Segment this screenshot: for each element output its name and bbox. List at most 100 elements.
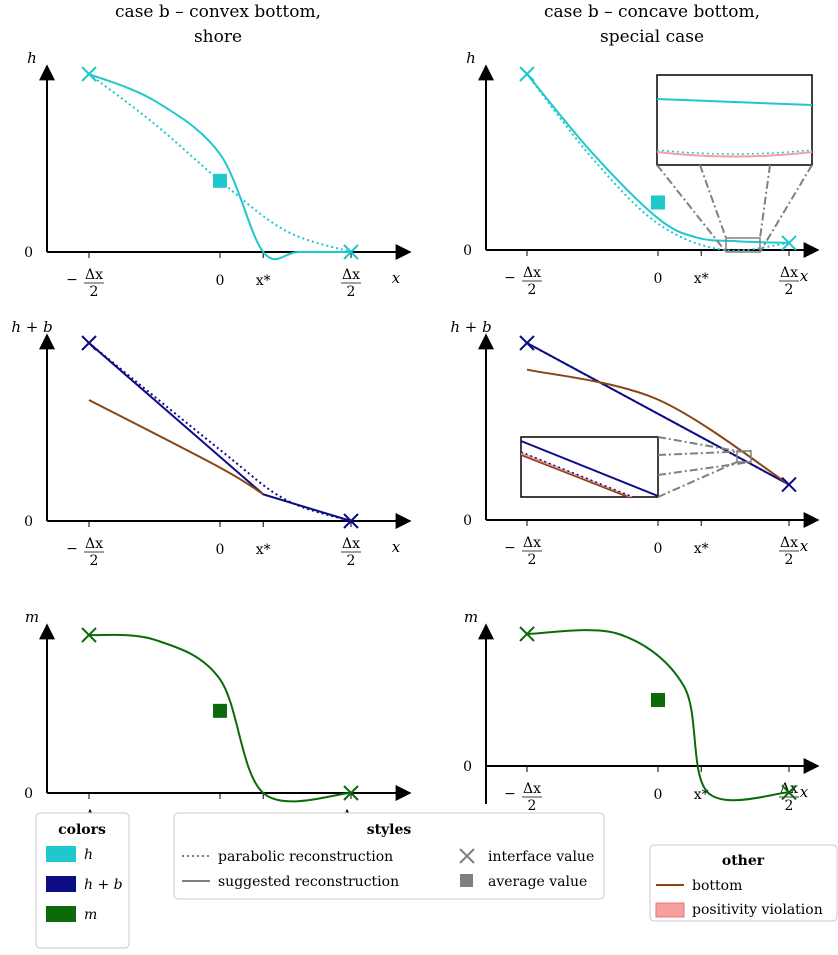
tick-frac-den: 2 <box>528 798 537 814</box>
tick-label: x* <box>694 541 709 557</box>
interface-marker <box>343 244 359 260</box>
x-axis-label: x <box>392 538 401 556</box>
inset-hb-line <box>520 440 659 497</box>
tick-minus: − <box>504 540 516 556</box>
tick-frac-den: 2 <box>785 552 794 568</box>
tick-frac-den: 2 <box>90 284 99 300</box>
zoom-connector <box>657 461 752 476</box>
interface-marker <box>81 335 97 351</box>
tick-frac-den: 2 <box>528 552 537 568</box>
tick-label: 0 <box>654 787 663 803</box>
average-marker <box>651 693 665 707</box>
zoom-connector <box>657 461 738 498</box>
y-tick-zero: 0 <box>24 245 33 261</box>
interface-marker <box>781 476 797 493</box>
legend-label-parabolic: parabolic reconstruction <box>218 849 393 865</box>
tick-label: x* <box>694 271 709 287</box>
y-tick-zero: 0 <box>463 759 472 775</box>
inset-parabolic <box>520 451 634 498</box>
legend-other-frame <box>649 844 838 922</box>
y-axis-label: h <box>27 49 37 67</box>
legend-label-h: h <box>84 847 93 863</box>
legend-swatch-h <box>46 846 76 862</box>
zoom-connector <box>699 164 727 239</box>
interface-marker <box>343 513 359 529</box>
zoom-source-box <box>725 237 761 253</box>
suggested-line <box>526 73 790 244</box>
y-tick-zero: 0 <box>463 243 472 259</box>
tick-minus: − <box>66 541 78 557</box>
tick-frac-den: 2 <box>785 798 794 814</box>
y-tick-zero: 0 <box>24 514 33 530</box>
tick-minus: − <box>504 270 516 286</box>
y-axis-label: h + b <box>11 318 52 336</box>
inset-bottom <box>520 454 629 498</box>
parabolic-line <box>526 73 790 252</box>
tick-minus: − <box>504 786 516 802</box>
inset-h-line <box>656 98 813 106</box>
legend-violation-swatch <box>655 902 685 918</box>
suggested-line <box>526 342 790 486</box>
legend-label-average: average value <box>488 874 587 890</box>
tick-frac-num: Δx <box>780 265 798 281</box>
tick-label: x* <box>256 542 271 558</box>
tick-frac-den: 2 <box>90 553 99 569</box>
y-axis-label: m <box>25 608 39 626</box>
legend-square-marker <box>460 874 473 887</box>
inset-box <box>656 74 813 166</box>
x-axis-label: x <box>800 267 809 285</box>
tick-frac-num: Δx <box>780 535 798 551</box>
tick-frac-den: 2 <box>347 553 356 569</box>
tick-label: 0 <box>216 273 225 289</box>
legend-label-m: m <box>84 907 97 923</box>
y-tick-zero: 0 <box>463 513 472 529</box>
bottom-line <box>88 399 264 496</box>
legend-other-title: other <box>722 853 765 869</box>
interface-marker <box>343 785 359 801</box>
interface-marker <box>519 626 535 642</box>
legend-colors: colors h h + b m <box>35 812 130 949</box>
legend-styles-title: styles <box>367 822 412 838</box>
y-axis-label: h + b <box>450 318 491 336</box>
x-axis-label: x <box>800 783 809 801</box>
legend-other: other bottom positivity violation <box>649 844 838 922</box>
left-title-line2: shore <box>194 27 242 47</box>
tick-frac-num: Δx <box>780 781 798 797</box>
tick-frac-num: Δx <box>523 535 541 551</box>
average-marker <box>213 703 227 718</box>
tick-frac-num: Δx <box>523 781 541 797</box>
zoom-connector <box>656 164 727 253</box>
legend-label-suggested: suggested reconstruction <box>218 874 399 890</box>
tick-label: 0 <box>654 541 663 557</box>
x-axis-label: x <box>392 269 401 287</box>
tick-label: 0 <box>216 542 225 558</box>
x-axis-label: x <box>800 537 809 555</box>
right-title-line2: special case <box>600 27 704 47</box>
bottom-line <box>526 368 790 486</box>
zoom-connector <box>759 164 771 239</box>
legend-styles-frame <box>173 812 605 900</box>
legend-swatch-hb <box>46 876 76 892</box>
zoom-connector <box>759 164 813 253</box>
tick-label: x* <box>256 273 271 289</box>
suggested-line <box>526 629 790 802</box>
tick-frac-den: 2 <box>347 284 356 300</box>
interface-marker <box>81 66 97 82</box>
average-marker <box>651 195 665 210</box>
y-axis-label: h <box>466 49 476 67</box>
tick-frac-num: Δx <box>523 265 541 281</box>
tick-frac-den: 2 <box>528 282 537 298</box>
legend-swatch-m <box>46 906 76 922</box>
tick-frac-num: Δx <box>85 536 103 552</box>
legend-label-interface: interface value <box>488 849 594 865</box>
legend-colors-title: colors <box>58 822 106 838</box>
zoom-connector <box>657 436 738 452</box>
interface-marker <box>81 627 97 643</box>
